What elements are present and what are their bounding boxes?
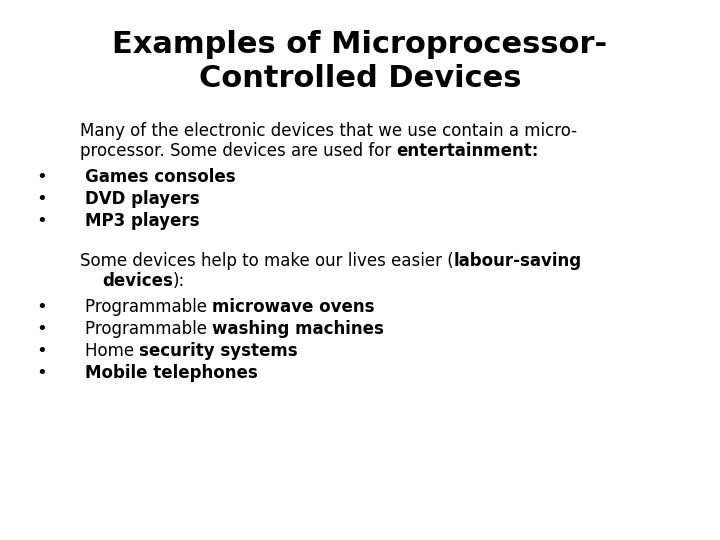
- Text: •: •: [37, 190, 48, 208]
- Text: security systems: security systems: [140, 342, 298, 360]
- Text: •: •: [37, 168, 48, 186]
- Text: devices: devices: [102, 272, 173, 290]
- Text: •: •: [37, 364, 48, 382]
- Text: washing machines: washing machines: [212, 320, 384, 338]
- Text: Programmable: Programmable: [85, 298, 212, 316]
- Text: •: •: [37, 342, 48, 360]
- Text: •: •: [37, 320, 48, 338]
- Text: labour-saving: labour-saving: [454, 252, 582, 270]
- Text: Mobile telephones: Mobile telephones: [85, 364, 258, 382]
- Text: Programmable: Programmable: [85, 320, 212, 338]
- Text: Games consoles: Games consoles: [85, 168, 235, 186]
- Text: Some devices help to make our lives easier (: Some devices help to make our lives easi…: [80, 252, 454, 270]
- Text: Examples of Microprocessor-: Examples of Microprocessor-: [112, 30, 608, 59]
- Text: •: •: [37, 298, 48, 316]
- Text: microwave ovens: microwave ovens: [212, 298, 374, 316]
- Text: processor. Some devices are used for: processor. Some devices are used for: [80, 142, 397, 160]
- Text: Home: Home: [85, 342, 140, 360]
- Text: •: •: [37, 212, 48, 230]
- Text: DVD players: DVD players: [85, 190, 199, 208]
- Text: Controlled Devices: Controlled Devices: [199, 64, 521, 93]
- Text: MP3 players: MP3 players: [85, 212, 199, 230]
- Text: ):: ):: [173, 272, 185, 290]
- Text: entertainment:: entertainment:: [397, 142, 539, 160]
- Text: Many of the electronic devices that we use contain a micro-: Many of the electronic devices that we u…: [80, 122, 577, 140]
